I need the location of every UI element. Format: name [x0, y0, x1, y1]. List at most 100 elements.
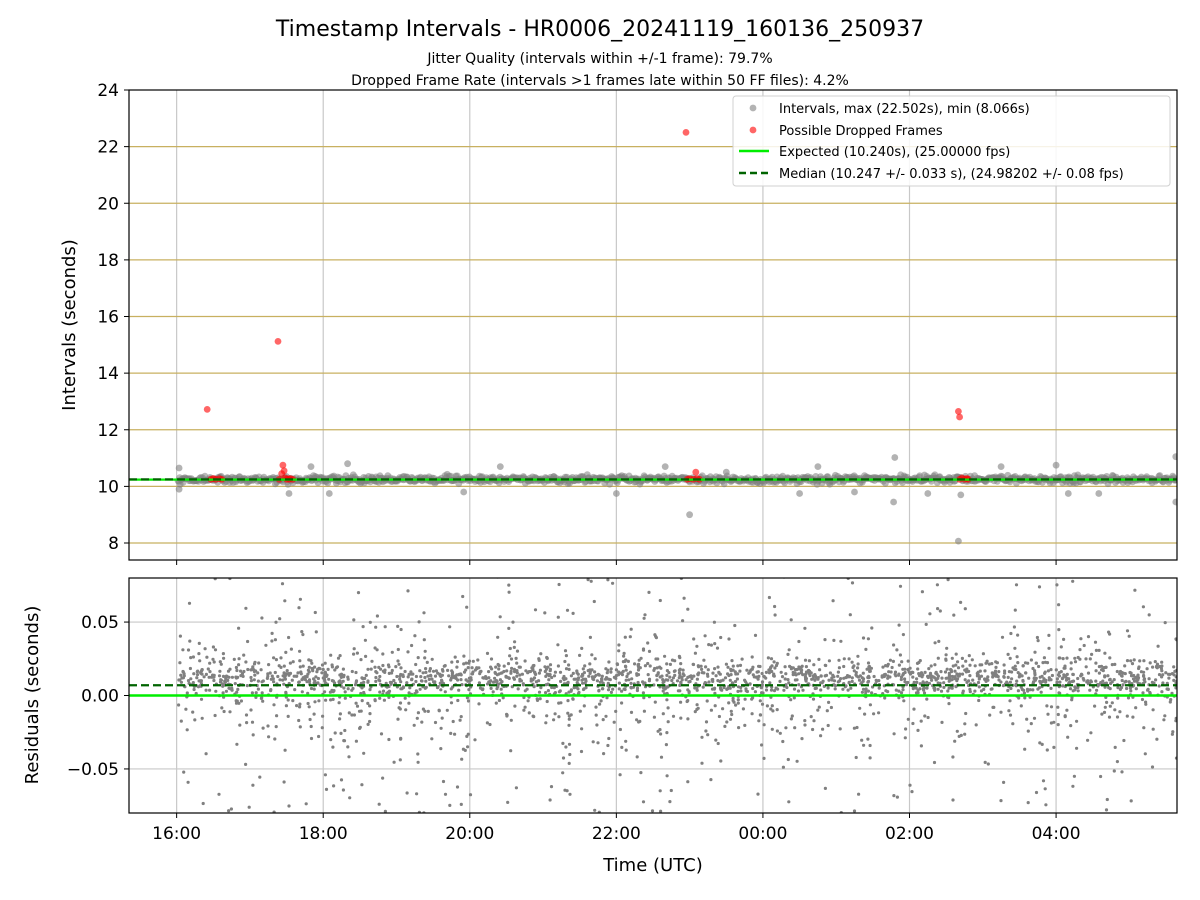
- residual-point: [679, 716, 683, 720]
- residual-point: [1055, 677, 1059, 681]
- residual-point: [298, 597, 302, 601]
- residual-point: [936, 674, 941, 678]
- residual-point: [374, 625, 378, 629]
- residual-point: [682, 673, 686, 678]
- residual-point: [354, 701, 358, 705]
- residual-point: [338, 712, 342, 716]
- interval-point: [1095, 490, 1103, 497]
- residual-point: [250, 720, 255, 724]
- residual-point: [1058, 680, 1062, 684]
- residual-point: [686, 607, 690, 611]
- residual-point: [549, 785, 554, 789]
- residual-point: [726, 687, 730, 691]
- residual-point: [671, 714, 676, 718]
- residual-point: [321, 714, 325, 718]
- residual-point: [1002, 663, 1006, 667]
- residual-point: [1026, 801, 1030, 805]
- residual-point: [730, 712, 734, 717]
- residual-point: [194, 571, 197, 574]
- residual-point: [443, 792, 448, 796]
- residual-point: [422, 611, 426, 615]
- residual-point: [242, 669, 246, 674]
- residual-point: [188, 639, 192, 643]
- residual-point: [1015, 679, 1019, 683]
- residual-point: [737, 726, 741, 730]
- residual-point: [964, 711, 968, 716]
- residual-point: [781, 739, 785, 744]
- residual-point: [423, 649, 427, 653]
- residual-point: [527, 670, 531, 674]
- residual-point: [848, 613, 852, 617]
- residual-point: [406, 675, 410, 679]
- residual-point: [309, 724, 313, 729]
- residual-point: [1104, 665, 1108, 670]
- residual-point: [333, 668, 337, 672]
- residual-point: [793, 726, 797, 730]
- residual-point: [650, 809, 655, 813]
- residual-point: [769, 665, 773, 669]
- residual-point: [471, 659, 475, 663]
- dropped-frame-point: [274, 338, 282, 345]
- residual-point: [641, 691, 646, 695]
- residual-point: [700, 761, 704, 765]
- residual-point: [424, 679, 428, 683]
- residual-point: [783, 677, 787, 681]
- residual-point: [678, 683, 682, 688]
- residual-point: [1071, 784, 1075, 788]
- residual-point: [764, 688, 769, 692]
- interval-point: [686, 511, 693, 519]
- residual-point: [252, 678, 256, 682]
- residual-point: [559, 679, 563, 684]
- residual-point: [945, 667, 949, 671]
- residual-point: [693, 686, 697, 690]
- residual-point: [567, 667, 571, 672]
- residual-point: [1100, 712, 1104, 716]
- residual-point: [283, 672, 287, 676]
- residual-point: [354, 680, 358, 684]
- residual-point: [911, 670, 915, 675]
- residual-point: [309, 659, 313, 663]
- residual-point: [1084, 657, 1088, 661]
- residual-point: [548, 663, 553, 667]
- residual-point: [364, 673, 368, 678]
- residual-point: [518, 679, 522, 683]
- residual-point: [803, 658, 808, 662]
- residual-point: [731, 664, 735, 668]
- residual-point: [827, 678, 831, 682]
- residual-point: [360, 783, 364, 787]
- residual-point: [705, 699, 709, 703]
- residual-point: [664, 678, 668, 682]
- residual-point: [1022, 691, 1026, 695]
- residual-point: [795, 656, 799, 660]
- residual-point: [321, 667, 325, 672]
- residual-point: [532, 685, 536, 689]
- residual-point: [922, 691, 927, 695]
- residual-point: [942, 685, 946, 690]
- residual-point: [867, 674, 871, 679]
- residual-point: [847, 675, 852, 679]
- residual-point: [377, 678, 381, 682]
- residual-point: [811, 697, 816, 701]
- residual-point: [270, 674, 274, 678]
- residual-point: [576, 687, 580, 691]
- residual-point: [768, 668, 772, 672]
- residual-point: [535, 698, 540, 703]
- residual-point: [451, 675, 456, 679]
- residual-point: [713, 642, 717, 646]
- residual-point: [946, 578, 950, 582]
- residual-point: [1028, 688, 1032, 692]
- residual-point: [280, 582, 285, 586]
- residual-point: [772, 689, 777, 693]
- residual-point: [199, 671, 203, 676]
- residual-point: [298, 665, 302, 669]
- residual-point: [892, 643, 896, 647]
- residual-point: [934, 671, 938, 675]
- residual-point: [398, 701, 403, 705]
- residual-point: [275, 714, 279, 718]
- residual-point: [1108, 678, 1112, 682]
- residual-point: [359, 658, 363, 662]
- residual-point: [287, 635, 291, 640]
- residual-point: [1056, 723, 1060, 727]
- residual-point: [508, 654, 512, 658]
- residual-point: [531, 664, 535, 668]
